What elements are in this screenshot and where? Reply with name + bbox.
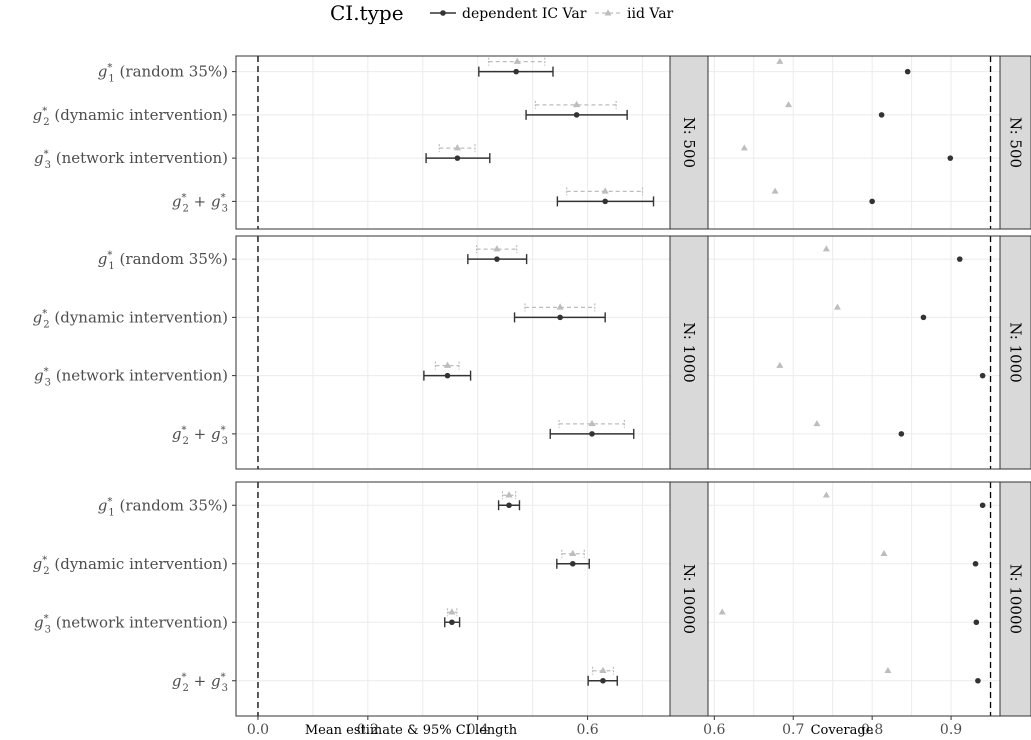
facet-label-left: N: 500 <box>680 117 698 168</box>
x-tick-label-left: 0.6 <box>576 722 598 738</box>
point-estimate-iid <box>569 549 577 556</box>
point-estimate-dependent <box>494 256 500 262</box>
coverage-point-iid <box>880 549 888 556</box>
point-estimate-dependent <box>589 431 595 437</box>
coverage-point-iid <box>776 57 784 64</box>
legend-title: CI.type <box>330 1 404 25</box>
legend-label-iid: iid Var <box>627 6 674 22</box>
point-estimate-dependent <box>557 314 563 321</box>
point-estimate-iid <box>573 100 581 108</box>
facet-2: N: 10000 N: 10000 g* 1 (random 35%) g* 2 (dyn… <box>33 481 1031 717</box>
category-label: g* 2 (dynamic intervention) <box>33 555 228 577</box>
coverage-point-iid <box>718 608 726 615</box>
coverage-point-iid <box>822 491 830 498</box>
x-tick-label-left: 0.2 <box>357 722 379 738</box>
coverage-point-dependent <box>904 68 911 75</box>
point-estimate-iid <box>453 144 461 151</box>
category-label: g* 3 (network intervention) <box>34 367 228 389</box>
point-estimate-iid <box>448 608 456 615</box>
coverage-point-iid <box>884 666 892 673</box>
point-estimate-iid <box>493 245 501 252</box>
point-estimate-dependent <box>449 619 455 626</box>
point-estimate-iid <box>556 303 564 310</box>
category-label: g* 2 + g* 3 <box>172 672 228 694</box>
coverage-point-dependent <box>973 619 980 626</box>
coverage-point-dependent <box>972 560 979 567</box>
x-axis-label-estimate: Mean estimate & 95% CI length <box>305 723 518 738</box>
point-estimate-dependent <box>513 68 519 75</box>
point-estimate-dependent <box>444 372 451 379</box>
legend-label-dependent: dependent IC Var <box>462 6 587 22</box>
legend: CI.type dependent IC Var iid Var <box>330 1 674 25</box>
point-estimate-dependent <box>573 112 580 118</box>
facet-strip-left <box>669 481 709 717</box>
coverage-point-iid <box>822 245 830 252</box>
legend-key-iid-point <box>604 9 612 16</box>
facet-strip-right <box>999 55 1031 230</box>
point-estimate-iid <box>599 666 607 673</box>
point-estimate-iid <box>513 57 521 64</box>
x-tick-label-right: 0.9 <box>940 722 962 738</box>
coverage-point-dependent <box>920 314 927 321</box>
point-estimate-iid <box>505 491 513 498</box>
plot-layer: N: 500 N: 500 g* 1 (random 35%) g* 2 (dynamic… <box>33 55 1031 738</box>
x-tick-label-right: 0.8 <box>861 722 883 738</box>
coverage-point-dependent <box>947 155 954 161</box>
facet-strip-right <box>999 235 1031 470</box>
category-label: g* 2 (dynamic intervention) <box>33 106 228 128</box>
point-estimate-dependent <box>506 502 512 509</box>
category-label: g* 1 (random 35%) <box>98 496 228 518</box>
category-label: g* 1 (random 35%) <box>98 63 228 85</box>
coverage-point-dependent <box>975 677 981 684</box>
category-label: g* 3 (network intervention) <box>34 613 228 635</box>
point-estimate-iid <box>601 187 609 194</box>
point-estimate-dependent <box>600 677 606 684</box>
category-label: g* 2 (dynamic intervention) <box>33 308 228 330</box>
coverage-point-dependent <box>898 431 905 437</box>
left-panel-bg <box>236 56 670 229</box>
category-label: g* 1 (random 35%) <box>98 250 228 272</box>
facet-strip-left <box>669 55 709 230</box>
x-tick-label-right: 0.7 <box>782 722 804 738</box>
facet-strip-right <box>999 481 1031 717</box>
point-estimate-dependent <box>454 155 461 161</box>
coverage-point-iid <box>813 420 821 427</box>
facet-label-right: N: 10000 <box>1007 564 1025 634</box>
facet-label-left: N: 1000 <box>680 322 698 383</box>
category-label: g* 2 + g* 3 <box>172 425 228 447</box>
facet-0: N: 500 N: 500 g* 1 (random 35%) g* 2 (dynamic… <box>33 55 1031 230</box>
coverage-point-iid <box>833 303 841 310</box>
left-panel-bg <box>236 482 670 716</box>
coverage-point-dependent <box>979 372 986 379</box>
x-axis-label-coverage: Coverage <box>811 723 874 738</box>
x-tick-label-left: 0.4 <box>467 722 489 738</box>
point-estimate-dependent <box>569 560 576 567</box>
legend-key-dependent-point <box>440 10 446 16</box>
point-estimate-iid <box>588 419 596 427</box>
facet-1: N: 1000 N: 1000 g* 1 (random 35%) g* 2 (dynam… <box>33 235 1031 470</box>
point-estimate-iid <box>443 361 452 368</box>
coverage-point-iid <box>784 101 792 108</box>
category-label: g* 2 + g* 3 <box>172 192 228 214</box>
x-tick-label-left: 0.0 <box>247 722 269 738</box>
facet-label-right: N: 500 <box>1007 117 1025 168</box>
coverage-point-dependent <box>878 112 885 118</box>
coverage-point-dependent <box>956 256 963 262</box>
coverage-point-dependent <box>979 502 986 509</box>
facet-strip-left <box>669 235 709 470</box>
facet-label-left: N: 10000 <box>680 564 698 634</box>
coverage-point-iid <box>771 187 779 194</box>
left-panel-bg <box>236 236 670 469</box>
coverage-point-iid <box>740 144 748 151</box>
right-panel-bg <box>708 56 1000 229</box>
facet-label-right: N: 1000 <box>1007 322 1025 383</box>
x-tick-label-right: 0.6 <box>703 722 725 738</box>
category-label: g* 3 (network intervention) <box>34 149 228 171</box>
point-estimate-dependent <box>602 198 608 205</box>
coverage-point-iid <box>776 361 784 368</box>
coverage-point-dependent <box>869 198 875 205</box>
